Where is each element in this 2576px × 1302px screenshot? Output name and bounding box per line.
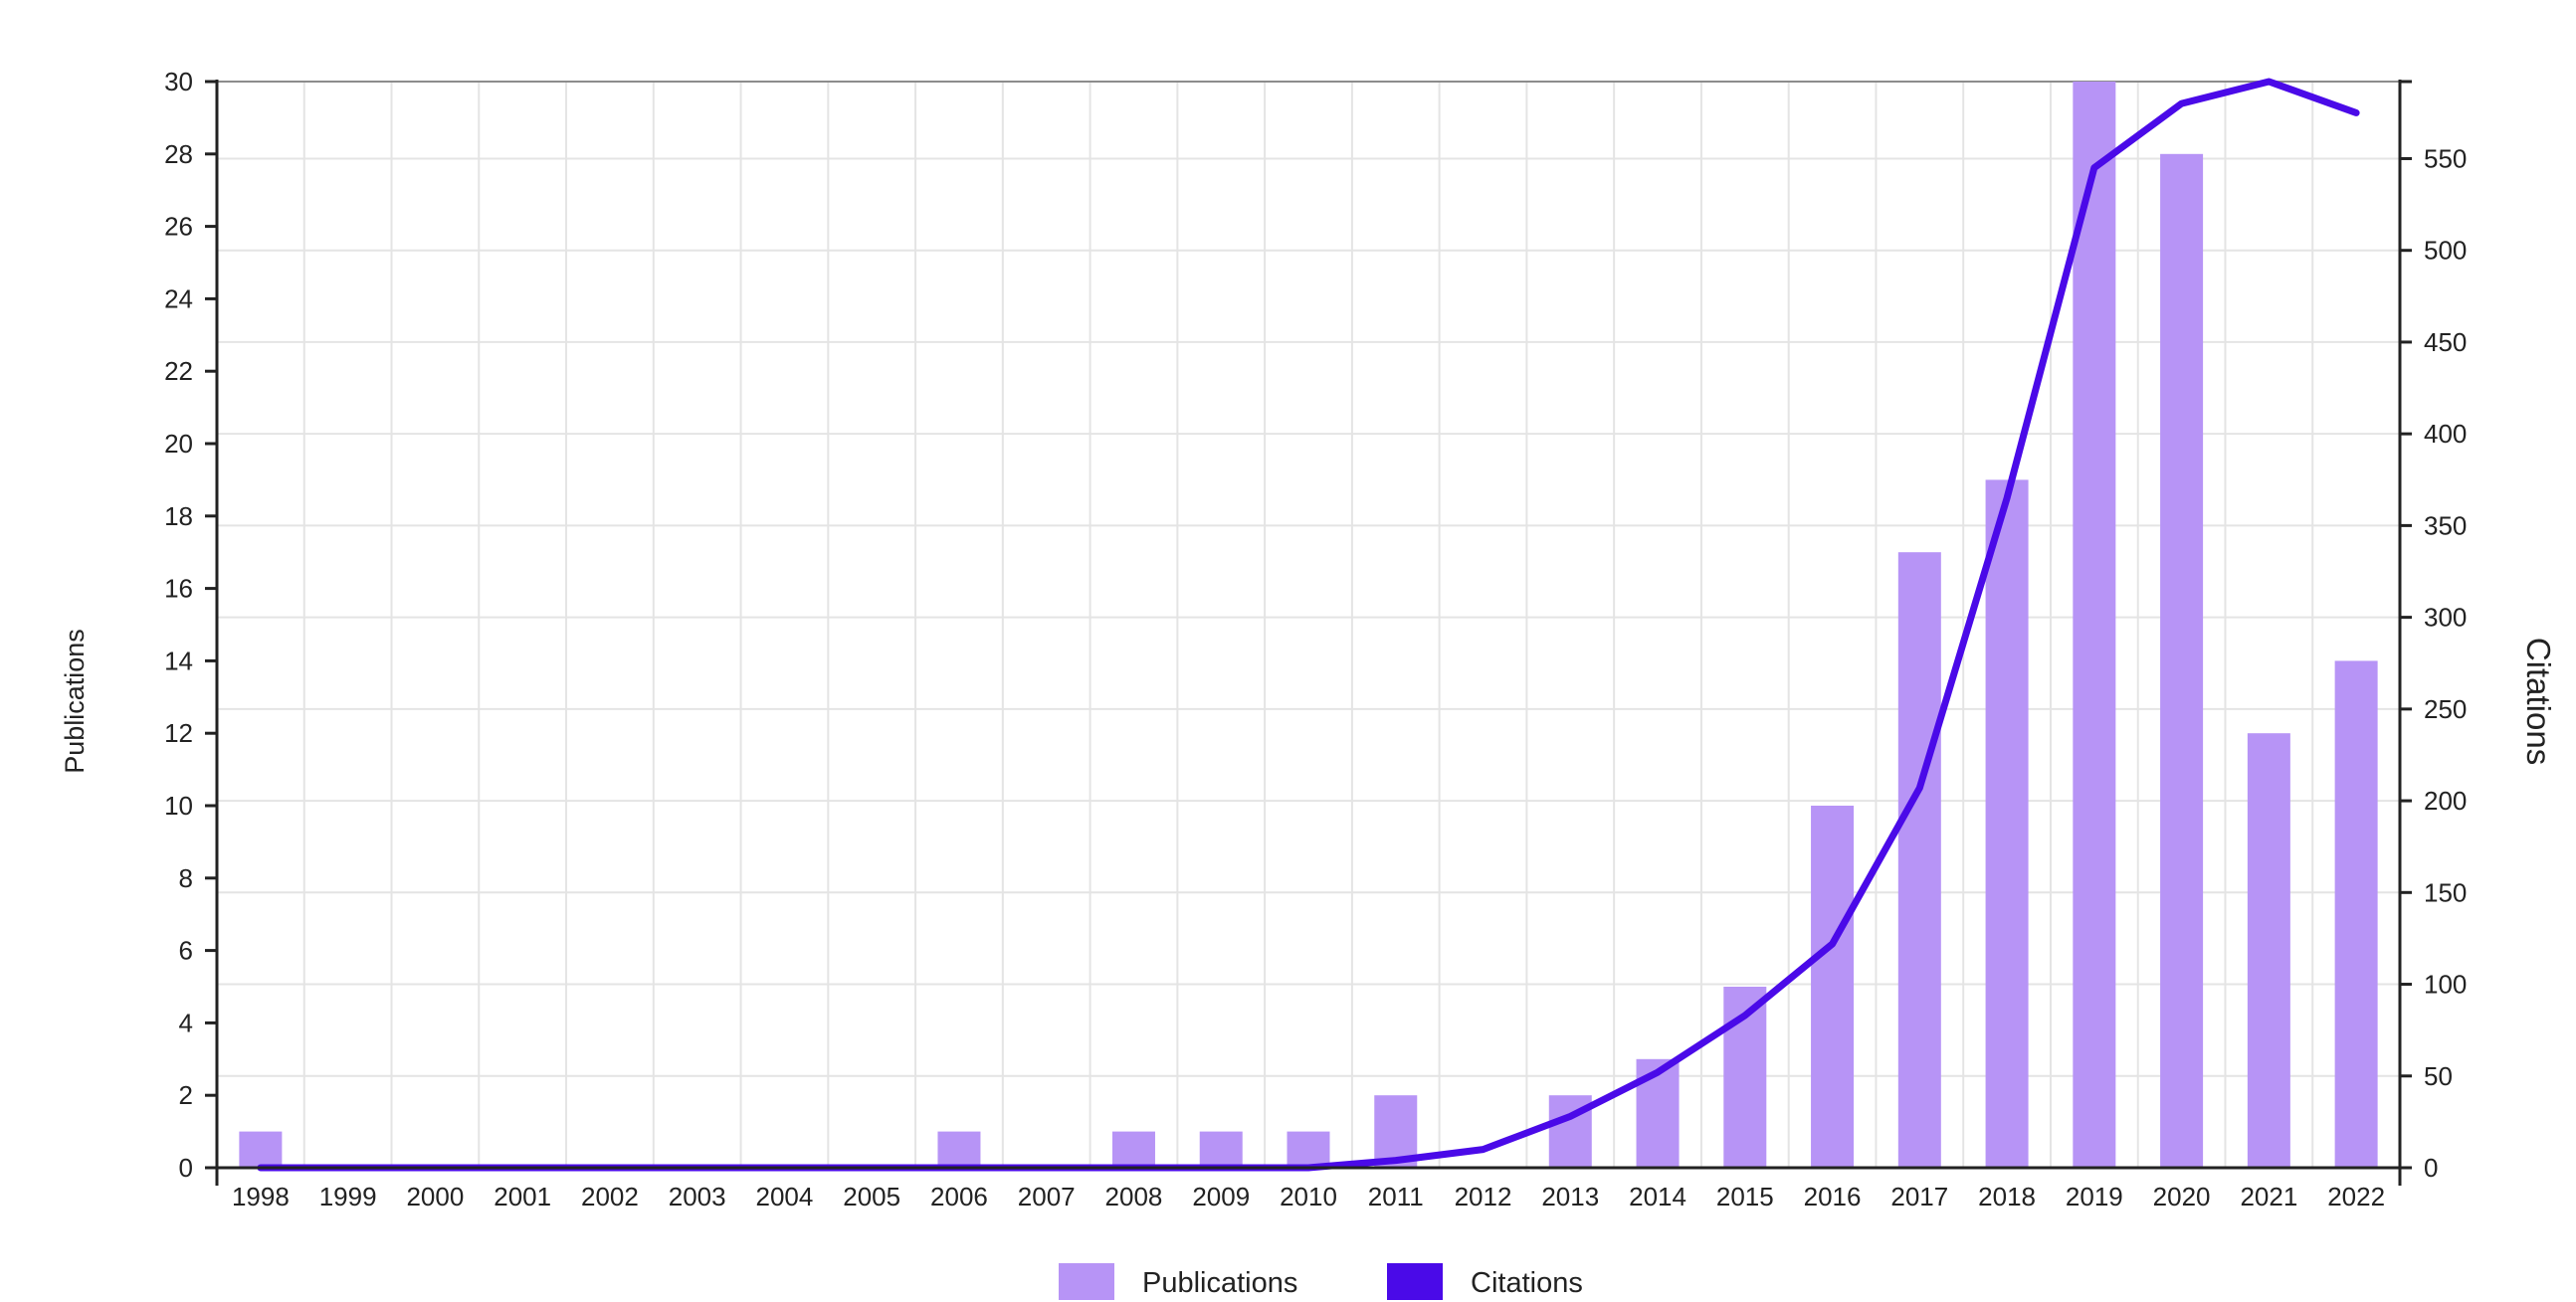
legend-swatch-publications (1059, 1263, 1114, 1300)
y2-tick-label-500: 500 (2424, 236, 2467, 266)
x-tick-label-2005: 2005 (843, 1182, 900, 1211)
x-tick-label-2014: 2014 (1629, 1182, 1686, 1211)
y-axis-right-title: Citations (2520, 638, 2557, 765)
legend-label-citations: Citations (1471, 1267, 1583, 1299)
citations-line (257, 78, 2360, 1172)
legend: Publications Citations (1059, 1263, 1583, 1300)
y-tick-label-12: 12 (164, 718, 193, 748)
y-axis-right-ticks: 0 50 100 150 200 250 300 350 400 450 500 550 (2400, 80, 2467, 1183)
x-axis-ticks: 1998 1999 2000 2001 2002 2003 2004 2005 2006 2007… (232, 1182, 2385, 1211)
y2-tick-label-50: 50 (2424, 1061, 2453, 1091)
bar-2018 (1985, 479, 2029, 1168)
x-tick-label-2008: 2008 (1105, 1182, 1163, 1211)
bar-2008 (1111, 1131, 1155, 1168)
x-tick-label-2006: 2006 (930, 1182, 988, 1211)
legend-label-publications: Publications (1142, 1267, 1297, 1299)
y-tick-label-14: 14 (164, 646, 193, 675)
y-tick-label-30: 30 (164, 67, 193, 96)
x-tick-label-2021: 2021 (2240, 1182, 2297, 1211)
y-tick-label-18: 18 (164, 501, 193, 531)
x-tick-label-2003: 2003 (669, 1182, 726, 1211)
bar-2020 (2160, 153, 2204, 1169)
x-tick-label-2011: 2011 (1368, 1182, 1424, 1211)
y-tick-label-24: 24 (164, 283, 193, 313)
y2-tick-label-450: 450 (2424, 327, 2467, 357)
y-tick-label-20: 20 (164, 429, 193, 459)
x-tick-label-2016: 2016 (1804, 1182, 1862, 1211)
x-tick-label-2018: 2018 (1978, 1182, 2036, 1211)
y-tick-label-26: 26 (164, 212, 193, 242)
y-tick-label-10: 10 (164, 791, 193, 821)
bar-2019 (2073, 82, 2116, 1168)
y-tick-label-22: 22 (164, 356, 193, 386)
x-tick-label-2002: 2002 (581, 1182, 639, 1211)
y2-tick-label-550: 550 (2424, 143, 2467, 173)
x-tick-label-2022: 2022 (2327, 1182, 2385, 1211)
axes (215, 80, 2402, 1186)
y2-tick-label-300: 300 (2424, 603, 2467, 633)
x-tick-label-2012: 2012 (1455, 1182, 1512, 1211)
bar-2022 (2334, 660, 2378, 1168)
x-tick-label-2015: 2015 (1716, 1182, 1774, 1211)
x-tick-label-2007: 2007 (1018, 1182, 1076, 1211)
legend-item-citations[interactable]: Citations (1387, 1263, 1583, 1300)
bar-2006 (937, 1131, 981, 1168)
bar-2010 (1287, 1131, 1330, 1168)
y-axis-left-title: Publications (60, 629, 90, 774)
y2-tick-label-100: 100 (2424, 970, 2467, 1000)
bar-2016 (1811, 806, 1855, 1168)
bar-2009 (1199, 1131, 1243, 1168)
x-tick-label-2000: 2000 (406, 1182, 464, 1211)
x-tick-label-2010: 2010 (1280, 1182, 1337, 1211)
publications-bars (239, 82, 2378, 1169)
y-tick-label-8: 8 (179, 863, 193, 893)
x-tick-label-2019: 2019 (2066, 1182, 2123, 1211)
legend-item-publications[interactable]: Publications (1059, 1263, 1297, 1300)
x-tick-label-1999: 1999 (319, 1182, 377, 1211)
x-tick-label-2013: 2013 (1541, 1182, 1599, 1211)
y2-tick-label-200: 200 (2424, 786, 2467, 816)
y2-tick-label-250: 250 (2424, 694, 2467, 724)
y-tick-label-16: 16 (164, 574, 193, 604)
x-tick-label-1998: 1998 (232, 1182, 290, 1211)
x-tick-label-2004: 2004 (756, 1182, 814, 1211)
x-tick-label-2017: 2017 (1890, 1182, 1948, 1211)
bar-1998 (239, 1131, 283, 1168)
y2-tick-label-150: 150 (2424, 877, 2467, 907)
x-tick-label-2020: 2020 (2153, 1182, 2211, 1211)
y-tick-label-28: 28 (164, 139, 193, 169)
y-tick-label-4: 4 (179, 1008, 193, 1037)
x-tick-label-2009: 2009 (1192, 1182, 1250, 1211)
y-tick-label-6: 6 (179, 936, 193, 966)
y-tick-label-2: 2 (179, 1080, 193, 1110)
citations-line-group (257, 78, 2360, 1172)
bar-2021 (2247, 733, 2290, 1168)
gridlines (217, 81, 2400, 1168)
y2-tick-label-0: 0 (2424, 1153, 2438, 1183)
y2-tick-label-400: 400 (2424, 419, 2467, 449)
y2-tick-label-350: 350 (2424, 510, 2467, 540)
legend-swatch-citations (1387, 1263, 1443, 1300)
x-tick-label-2001: 2001 (494, 1182, 551, 1211)
bar-2017 (1897, 552, 1941, 1168)
y-tick-label-0: 0 (179, 1153, 193, 1183)
